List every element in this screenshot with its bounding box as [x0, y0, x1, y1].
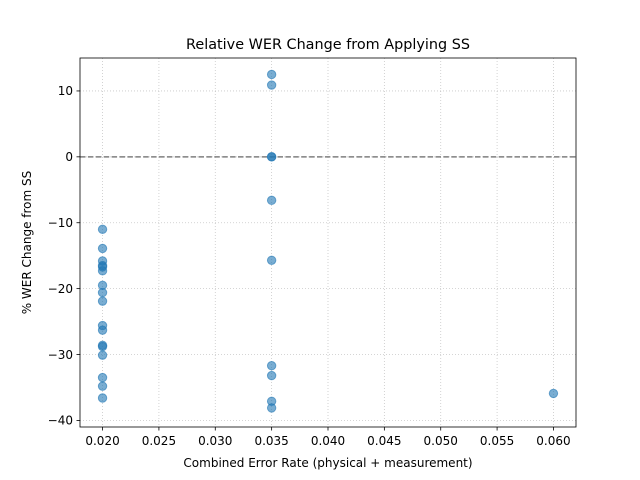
data-point	[266, 403, 277, 413]
data-point	[97, 224, 108, 235]
x-tick-label: 0.045	[367, 434, 401, 448]
x-tick-label: 0.050	[424, 434, 458, 448]
x-axis-ticks: 0.020 0.025 0.030 0.035 0.040 0.045 0.050 0.055…	[85, 427, 571, 448]
y-tick-label: −10	[48, 216, 73, 230]
y-tick-label: 0	[65, 150, 73, 164]
data-point	[97, 350, 108, 360]
chart-title: Relative WER Change from Applying SS	[186, 37, 470, 53]
data-point	[266, 152, 277, 162]
data-point	[97, 381, 108, 391]
y-tick-label: −40	[48, 414, 73, 428]
x-tick-label: 0.060	[536, 434, 570, 448]
data-point	[97, 372, 108, 383]
x-axis-label: Combined Error Rate (physical + measurem…	[183, 456, 472, 470]
data-points	[97, 69, 559, 413]
data-point	[97, 393, 108, 403]
data-point	[97, 325, 108, 335]
data-point	[97, 266, 108, 276]
data-point	[97, 243, 108, 254]
data-point	[97, 287, 108, 298]
data-point	[97, 341, 108, 352]
y-axis-ticks: −40 −30 −20 −10 0 10	[48, 84, 80, 428]
data-point	[266, 195, 277, 206]
y-tick-label: −30	[48, 348, 73, 362]
y-tick-label: −20	[48, 282, 73, 296]
x-tick-label: 0.030	[198, 434, 232, 448]
x-tick-label: 0.040	[311, 434, 345, 448]
x-tick-label: 0.020	[85, 434, 119, 448]
x-tick-label: 0.025	[142, 434, 176, 448]
data-point	[266, 370, 277, 381]
data-point	[266, 255, 277, 265]
x-tick-label: 0.055	[480, 434, 514, 448]
y-tick-label: 10	[58, 84, 73, 98]
data-point	[266, 69, 277, 80]
y-axis-label: % WER Change from SS	[20, 171, 34, 315]
data-point	[548, 388, 559, 399]
data-point	[97, 296, 108, 306]
x-tick-label: 0.035	[254, 434, 288, 448]
data-point	[266, 80, 277, 90]
data-point	[266, 361, 277, 371]
